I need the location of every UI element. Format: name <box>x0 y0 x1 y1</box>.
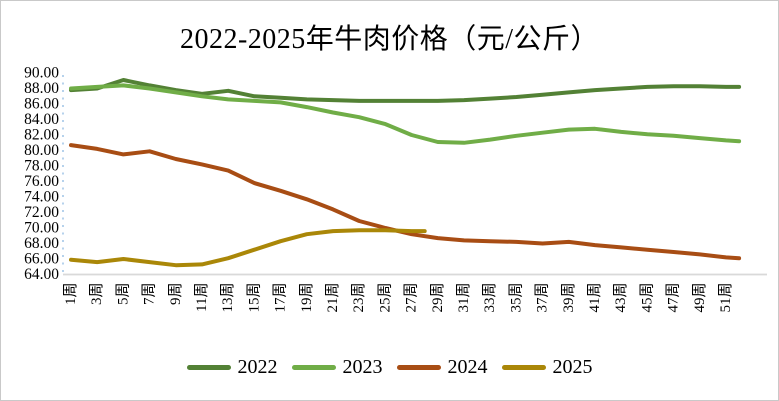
y-tick-label: 78.00 <box>24 158 59 175</box>
series-line-2025 <box>69 228 427 268</box>
x-tick-label: 37周 <box>534 283 551 313</box>
y-tick-label: 74.00 <box>24 189 59 206</box>
legend-swatch-2025 <box>501 364 546 370</box>
x-tick-label: 17周 <box>272 283 289 313</box>
x-tick-label: 1周 <box>62 283 79 306</box>
series-line-2024 <box>69 143 742 261</box>
x-tick-label: 29周 <box>429 283 446 313</box>
series-line-2022 <box>69 78 742 103</box>
x-tick-label: 3周 <box>88 283 105 306</box>
legend: 2022 2023 2024 2025 <box>1 357 778 377</box>
y-tick-label: 72.00 <box>24 204 59 221</box>
legend-swatch-2023 <box>291 364 336 370</box>
legend-label: 2025 <box>552 356 593 378</box>
legend-item-2024: 2024 <box>396 356 488 378</box>
y-tick-label: 90.00 <box>24 65 59 82</box>
x-tick-label: 31周 <box>455 283 472 313</box>
x-tick-label: 9周 <box>167 283 184 306</box>
x-tick-label: 15周 <box>245 283 262 313</box>
chart-title: 2022-2025年牛肉价格（元/公斤） <box>179 24 600 55</box>
x-tick-label: 43周 <box>612 283 629 313</box>
legend-swatch-2022 <box>186 364 231 370</box>
x-tick-label: 11周 <box>193 283 210 312</box>
x-tick-label: 39周 <box>560 283 577 313</box>
x-tick-label: 51周 <box>717 283 734 313</box>
y-tick-label: 68.00 <box>24 235 59 252</box>
x-tick-label: 21周 <box>324 283 341 313</box>
y-tick-label: 66.00 <box>24 251 59 268</box>
legend-item-2022: 2022 <box>186 356 278 378</box>
y-tick-label: 64.00 <box>24 266 59 283</box>
x-tick-label: 5周 <box>114 283 131 306</box>
y-tick-label: 70.00 <box>24 220 59 237</box>
y-tick-label: 88.00 <box>24 80 59 97</box>
legend-item-2025: 2025 <box>501 356 593 378</box>
y-tick-label: 82.00 <box>24 127 59 144</box>
y-tick-label: 76.00 <box>24 173 59 190</box>
x-tick-label: 47周 <box>665 283 682 313</box>
x-tick-label: 19周 <box>298 283 315 313</box>
x-tick-label: 35周 <box>507 283 524 313</box>
y-tick-label: 80.00 <box>24 142 59 159</box>
legend-label: 2024 <box>447 356 488 378</box>
x-tick-label: 49周 <box>691 283 708 313</box>
x-tick-label: 13周 <box>219 283 236 313</box>
y-tick-label: 84.00 <box>24 111 59 128</box>
x-tick-label: 7周 <box>141 283 158 306</box>
x-tick-label: 45周 <box>638 283 655 313</box>
legend-label: 2022 <box>237 356 278 378</box>
x-tick-label: 27周 <box>403 283 420 313</box>
x-tick-label: 23周 <box>350 283 367 313</box>
series-line-2023 <box>69 83 742 145</box>
legend-swatch-2024 <box>396 364 441 370</box>
x-tick-label: 25周 <box>376 283 393 313</box>
x-tick-label: 33周 <box>481 283 498 313</box>
y-tick-label: 86.00 <box>24 96 59 113</box>
legend-item-2023: 2023 <box>291 356 383 378</box>
legend-label: 2023 <box>342 356 383 378</box>
x-tick-label: 41周 <box>586 283 603 313</box>
